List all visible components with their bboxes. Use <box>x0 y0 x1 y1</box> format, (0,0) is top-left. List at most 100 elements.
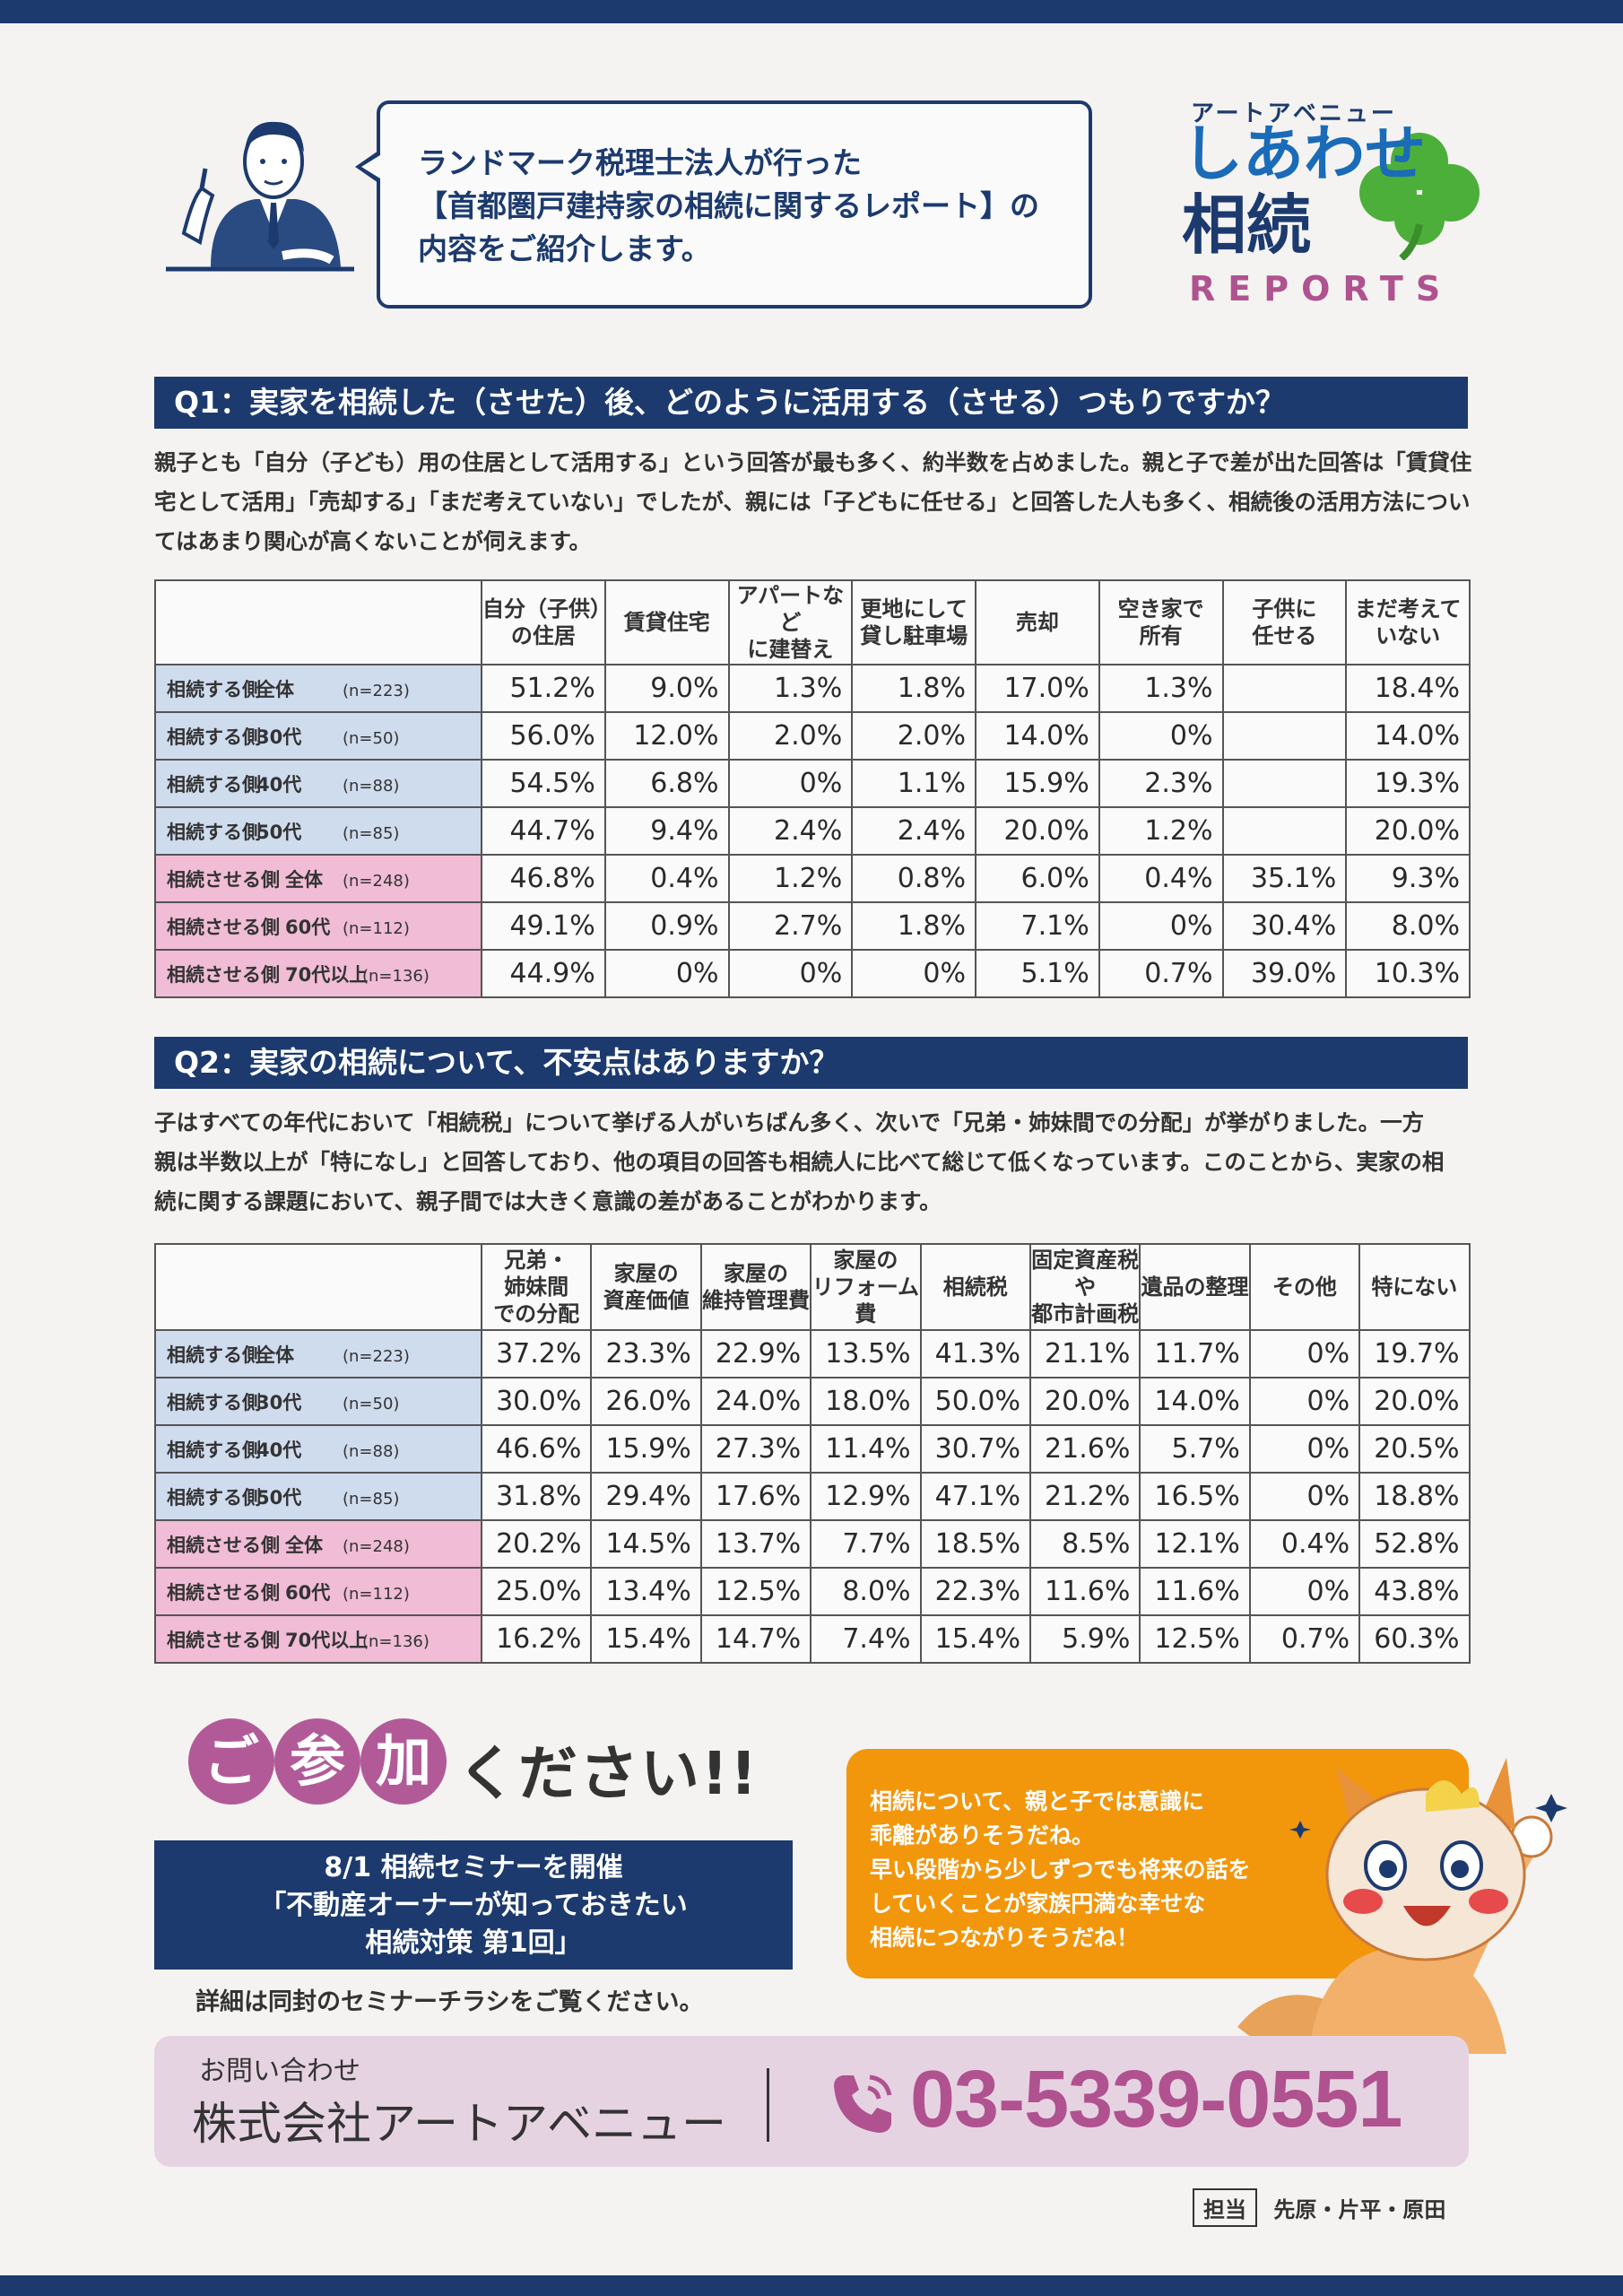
mascot-line: 乖離がありそうだね。 <box>870 1822 1095 1848</box>
table-cell: 0% <box>851 949 976 998</box>
table-cell: 37.2% <box>480 1329 593 1378</box>
table-cell: 15.4% <box>919 1614 1031 1664</box>
row-label: 相続する側全体 (n=223) <box>154 1329 482 1378</box>
table-cell: 41.3% <box>919 1329 1031 1378</box>
q1-paragraph-line: てはあまり関心が高くないことが伺えます。 <box>154 528 592 554</box>
column-header: 家屋の 維持管理費 <box>699 1243 812 1331</box>
seminar-line: 8/1 相続セミナーを開催 <box>324 1852 623 1883</box>
column-header-line: 空き家で <box>1117 596 1204 622</box>
row-group: 相続させる側 <box>167 1581 280 1604</box>
intro-speech-bubble: ランドマーク税理士法人が行った 【首都圏戸建持家の相続に関するレポート】の 内容… <box>355 100 1092 309</box>
contact-label: お問い合わせ <box>199 2056 360 2087</box>
row-group: 相続させる側 <box>167 963 280 986</box>
table-cell: 14.0% <box>1345 711 1471 761</box>
table-cell: 8.0% <box>1345 901 1471 951</box>
table-cell: 0.4% <box>1248 1519 1361 1569</box>
table-cell: 1.2% <box>1098 806 1224 856</box>
table-row: 相続させる側 60代 (n=112) 25.0% 13.4% 12.5% 8.0% 22.3%… <box>154 1567 1471 1616</box>
table-row: 相続する側40代 (n=88) 54.5% 6.8% 0% 1.1% 15.9% 2.3% 19… <box>154 759 1471 808</box>
column-header-line: 姉妹間 <box>504 1274 569 1300</box>
table-cell <box>1221 711 1348 761</box>
column-header-line: 家屋の <box>723 1261 788 1286</box>
row-label: 相続させる側 全体 (n=248) <box>154 854 482 903</box>
table-cell: 46.8% <box>481 854 606 903</box>
table-cell: 5.7% <box>1139 1424 1251 1474</box>
row-age: 30代 <box>256 726 302 748</box>
table-cell: 14.0% <box>1139 1377 1251 1426</box>
table-cell: 0% <box>1248 1377 1361 1426</box>
table-cell: 18.8% <box>1358 1472 1471 1521</box>
column-header-line: の住居 <box>510 623 576 648</box>
table-cell: 18.5% <box>919 1519 1031 1569</box>
column-header-line: 資産価値 <box>603 1288 690 1313</box>
mascot-line: 早い段階から少しずつでも将来の話を <box>870 1857 1251 1883</box>
table-cell <box>1221 806 1348 856</box>
table-cell: 27.3% <box>699 1424 812 1474</box>
q2-paragraph-line: 続に関する課題において、親子間では大きく意識の差があることがわかります。 <box>154 1188 942 1214</box>
row-sample-size: (n=223) <box>343 681 410 700</box>
table-cell: 19.3% <box>1345 759 1471 808</box>
column-header-line: まだ考えて <box>1354 596 1462 622</box>
table-cell: 30.4% <box>1221 901 1348 951</box>
table-cell: 9.0% <box>603 664 730 713</box>
column-header: アパートなど に建替え <box>727 579 854 665</box>
join-call: ご 参 加 ください!! <box>179 1713 807 1812</box>
table-cell: 9.3% <box>1345 854 1471 903</box>
table-cell: 31.8% <box>480 1472 593 1521</box>
column-header-line: 所有 <box>1139 623 1183 648</box>
table-cell: 49.1% <box>481 901 606 951</box>
join-char: 加 <box>360 1718 447 1805</box>
shiawase-souzoku-reports-logo: アートアベニュー しあわせ 相続 REPORTS <box>1182 90 1487 314</box>
table-cell: 22.3% <box>919 1567 1031 1616</box>
table-cell: 1.3% <box>1098 664 1224 713</box>
row-group: 相続する側 <box>167 773 261 796</box>
seminar-line: 「不動産オーナーが知っておきたい <box>259 1890 688 1921</box>
row-age: 全体 <box>285 1534 323 1556</box>
company-name: 株式会社アートアベニュー <box>192 2098 726 2150</box>
column-header: 固定資産税や 都市計画税 <box>1028 1243 1141 1331</box>
intro-line: 【首都圏戸建持家の相続に関するレポート】の <box>418 188 1039 223</box>
table-cell: 8.5% <box>1028 1519 1141 1569</box>
row-age: 全体 <box>256 678 294 700</box>
table-cell: 11.6% <box>1139 1567 1251 1616</box>
table-cell: 0% <box>1248 1424 1361 1474</box>
column-header-line: 兄弟・ <box>504 1248 569 1273</box>
table-cell: 2.3% <box>1098 759 1224 808</box>
table-cell: 0% <box>1248 1567 1361 1616</box>
row-age: 全体 <box>256 1344 294 1366</box>
bottom-border <box>0 2275 1623 2296</box>
table-cell: 0% <box>727 949 854 998</box>
column-header-line: 任せる <box>1252 623 1317 648</box>
table-row: 相続させる側 全体 (n=248) 20.2% 14.5% 13.7% 7.7% 18.5% 8… <box>154 1519 1471 1569</box>
row-group: 相続する側 <box>167 726 261 748</box>
column-header-line: 家屋の <box>613 1261 679 1286</box>
column-header-line: いない <box>1376 623 1441 648</box>
column-header-line: 子供に <box>1252 596 1317 622</box>
mascot-line: 相続について、親と子では意識に <box>870 1788 1205 1814</box>
seminar-line: 相続対策 第1回」 <box>365 1927 582 1959</box>
businessman-illustration <box>166 121 354 272</box>
column-header: 家屋の 資産価値 <box>590 1243 702 1331</box>
table-cell: 15.9% <box>975 759 1100 808</box>
table-cell: 44.7% <box>481 806 606 856</box>
row-group: 相続する側 <box>167 1439 261 1461</box>
table-cell: 0.7% <box>1248 1614 1361 1664</box>
column-header-line: リフォーム費 <box>812 1274 919 1326</box>
table-cell: 21.6% <box>1028 1424 1141 1474</box>
phone-number[interactable]: 03-5339-0551 <box>910 2055 1402 2144</box>
table-cell: 17.0% <box>975 664 1100 713</box>
table-cell: 13.7% <box>699 1519 812 1569</box>
q2-paragraph-line: 子はすべての年代において「相続税」について挙げる人がいちばん多く、次いで「兄弟・… <box>154 1109 1425 1135</box>
row-group: 相続する側 <box>167 821 261 843</box>
row-sample-size: (n=223) <box>343 1346 410 1366</box>
table-cell: 20.0% <box>975 806 1100 856</box>
row-label: 相続する側30代 (n=50) <box>154 1377 482 1426</box>
seminar-banner: 8/1 相続セミナーを開催 「不動産オーナーが知っておきたい 相続対策 第1回」 <box>154 1840 793 1970</box>
table-cell: 10.3% <box>1345 949 1471 998</box>
table-cell: 0% <box>727 759 854 808</box>
table-cell: 0.4% <box>603 854 730 903</box>
column-header: 兄弟・ 姉妹間 での分配 <box>480 1243 593 1331</box>
clover-icon <box>1359 133 1480 260</box>
table-cell: 5.9% <box>1028 1614 1141 1664</box>
table-cell: 14.7% <box>699 1614 812 1664</box>
